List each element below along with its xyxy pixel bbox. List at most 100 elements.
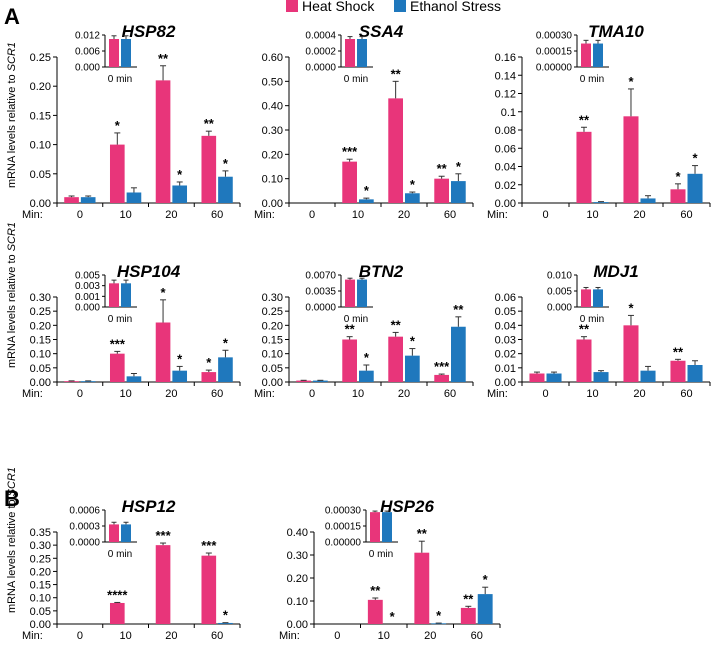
y-tick-label: 0.30 xyxy=(262,292,283,304)
bar-ethanol-stress xyxy=(405,193,420,203)
inset-hsp12: 0.0000 0.0003 0.0006 0 min xyxy=(69,506,137,560)
inset-mdj1: 0.000 0.005 0.010 0 min xyxy=(547,271,609,325)
legend-label-ethanol-stress: Ethanol Stress xyxy=(410,0,501,14)
significance-marker: ** xyxy=(391,66,402,81)
bar-ethanol-stress xyxy=(477,594,493,624)
ylabel-gene: SCR1 xyxy=(6,222,18,251)
ylabel-gene: SCR1 xyxy=(6,467,18,496)
y-tick-label: 0.00 xyxy=(30,198,51,210)
bar-heat-shock xyxy=(434,374,449,382)
inset-tick-label: 0.00000 xyxy=(325,538,362,549)
inset-tick-label: 0.0006 xyxy=(69,506,100,517)
ylabel-text: mRNA levels relative to SCR1 xyxy=(6,222,18,368)
inset-tick-label: 0.0002 xyxy=(305,47,336,58)
significance-marker: **** xyxy=(107,587,128,602)
y-tick-label: 0.00 xyxy=(30,377,51,389)
significance-marker: * xyxy=(436,608,442,623)
bar-heat-shock xyxy=(201,372,217,382)
bar-heat-shock xyxy=(201,555,217,624)
bar-heat-shock xyxy=(623,116,639,203)
significance-marker: ** xyxy=(417,526,428,541)
ylabel-row-3: mRNA levels relative to SCR1 xyxy=(6,467,18,613)
y-tick-label: 0.50 xyxy=(262,76,283,88)
bar-heat-shock xyxy=(109,602,125,624)
inset-tick-label: 0.00000 xyxy=(536,63,573,74)
significance-marker: * xyxy=(177,351,183,366)
y-tick-label: 0.30 xyxy=(262,125,283,137)
inset-tick-label: 0.005 xyxy=(547,287,572,298)
y-tick-label: 0.20 xyxy=(262,149,283,161)
bar-ethanol-stress xyxy=(451,326,466,382)
inset-x-label: 0 min xyxy=(108,74,132,85)
significance-marker: * xyxy=(115,118,121,133)
inset-bar-heat-shock xyxy=(370,512,380,542)
chart-title: MDJ1 xyxy=(593,262,638,281)
inset-tick-label: 0.005 xyxy=(75,271,100,282)
ylabel-prefix: mRNA levels relative to xyxy=(6,71,18,188)
x-tick-label: 0 xyxy=(77,388,83,400)
y-tick-label: 0.40 xyxy=(287,527,308,539)
x-tick-label: 0 xyxy=(309,209,315,221)
inset-bar-ethanol-stress xyxy=(357,279,367,307)
inset-tick-label: 0.003 xyxy=(75,281,100,292)
y-tick-label: 0.30 xyxy=(30,540,51,552)
bar-heat-shock xyxy=(367,599,383,624)
inset-hsp82: 0.000 0.006 0.012 0 min xyxy=(75,31,137,85)
significance-marker: * xyxy=(390,609,396,624)
inset-bar-heat-shock xyxy=(109,283,119,307)
inset-tma10: 0.00000 0.00015 0.00030 0 min xyxy=(536,31,609,85)
legend-swatch-ethanol-stress xyxy=(394,0,406,12)
y-tick-label: 0.06 xyxy=(495,143,516,155)
x-tick-label: 10 xyxy=(586,388,598,400)
legend-label-heat-shock: Heat Shock xyxy=(302,0,375,14)
y-tick-label: 0.06 xyxy=(495,292,516,304)
x-min-label: Min: xyxy=(487,209,508,221)
bar-heat-shock xyxy=(155,545,171,624)
inset-tick-label: 0.006 xyxy=(75,47,100,58)
ylabel-text: mRNA levels relative to SCR1 xyxy=(6,467,18,613)
bar-heat-shock xyxy=(109,353,125,382)
y-tick-label: 0.25 xyxy=(30,306,51,318)
inset-tick-label: 0.00015 xyxy=(536,47,573,58)
chart-hsp104: HSP104 0.00 0.05 0.10 0.15 0.20 0.25 0.30 Min: 0 1… xyxy=(22,262,241,400)
bar-heat-shock xyxy=(64,381,79,382)
y-tick-label: 0.25 xyxy=(30,52,51,64)
y-tick-label: 0.30 xyxy=(30,292,51,304)
y-tick-label: 0.60 xyxy=(262,52,283,64)
y-tick-label: 0.00 xyxy=(287,619,308,631)
x-tick-label: 20 xyxy=(165,388,177,400)
inset-bar-heat-shock xyxy=(345,39,355,67)
bar-heat-shock xyxy=(434,178,449,203)
bar-ethanol-stress xyxy=(593,372,609,382)
significance-marker: * xyxy=(456,159,462,174)
inset-btn2: 0.0000 0.0035 0.0070 0 min xyxy=(305,271,373,325)
inset-tick-label: 0.000 xyxy=(75,63,100,74)
inset-ssa4: 0.0000 0.0002 0.0004 0 min xyxy=(305,31,373,85)
inset-bar-heat-shock xyxy=(345,279,355,307)
inset-tick-label: 0.00030 xyxy=(325,506,362,517)
significance-marker: * xyxy=(161,285,167,300)
inset-x-label: 0 min xyxy=(344,314,368,325)
chart-tma10: TMA10 0.00 0.02 0.04 0.06 0.08 0.1 0.12 0.14 0.16… xyxy=(487,22,711,221)
inset-tick-label: 0.0000 xyxy=(69,538,100,549)
significance-marker: ** xyxy=(158,51,169,66)
x-min-label: Min: xyxy=(254,209,275,221)
inset-tick-label: 0.012 xyxy=(75,31,100,42)
significance-marker: ** xyxy=(579,112,590,127)
x-tick-label: 0 xyxy=(77,209,83,221)
inset-tick-label: 0.000 xyxy=(75,303,100,314)
inset-tick-label: 0.00030 xyxy=(536,31,573,42)
inset-tick-label: 0.0004 xyxy=(305,31,336,42)
y-tick-label: 0.10 xyxy=(30,593,51,605)
bar-ethanol-stress xyxy=(313,380,328,382)
x-tick-label: 0 xyxy=(542,388,548,400)
ylabel-row-1: mRNA levels relative to SCR1 xyxy=(6,42,18,188)
x-min-label: Min: xyxy=(22,209,43,221)
inset-bar-ethanol-stress xyxy=(121,39,131,67)
x-tick-label: 10 xyxy=(120,388,132,400)
inset-hsp26: 0.00000 0.00015 0.00030 0 min xyxy=(325,506,398,560)
bar-heat-shock xyxy=(155,80,171,203)
bar-ethanol-stress xyxy=(687,365,703,382)
y-tick-label: 0.25 xyxy=(262,306,283,318)
